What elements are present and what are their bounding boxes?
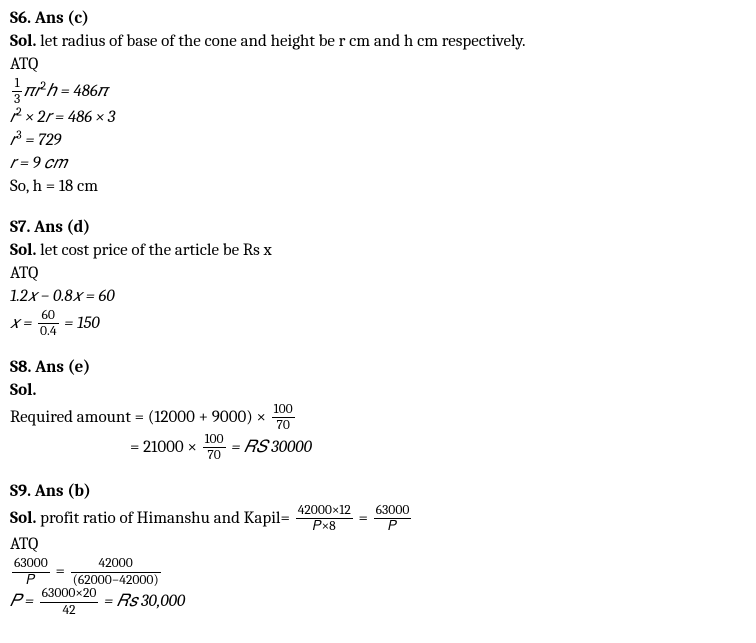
frac-num: 42000×12 — [296, 504, 353, 520]
sol-text-s9: profit ratio of Himanshu and Kapil= — [36, 509, 293, 528]
eq1-s8-lhs: Required amount = (12000 + 9000) × — [10, 408, 270, 427]
solution-s9: S9. Ans (b) Sol. profit ratio of Himansh… — [10, 481, 746, 617]
solution-s7: S7. Ans (d) Sol. let cost price of the a… — [10, 217, 746, 339]
frac-num: 63000×20 — [40, 587, 99, 603]
eq2-s6: 𝑟2 × 2𝑟 = 486 × 3 — [10, 107, 746, 130]
sol-text-s7: let cost price of the article be Rs x — [36, 241, 271, 260]
frac-s9-r1: 42000×12 𝑃×8 — [296, 504, 353, 534]
frac-den: 𝑃 — [12, 573, 50, 588]
eq2-s8-lhs: = 21000 × — [130, 438, 201, 457]
sol-label-s6: Sol. — [10, 32, 36, 51]
atq-s6: ATQ — [10, 54, 746, 77]
eq2-s7-lhs: 𝑥 = — [10, 314, 36, 333]
frac-num: 100 — [272, 403, 295, 419]
atq-s9: ATQ — [10, 534, 746, 557]
frac-num: 1 — [12, 77, 22, 93]
sol-line-s6: Sol. let radius of base of the cone and … — [10, 31, 746, 54]
s9-eq1-mid: = — [52, 562, 69, 581]
frac-den: (62000−42000) — [71, 573, 161, 588]
frac-s9-eq2: 63000×20 42 — [40, 587, 99, 617]
eq2-s6-rest: × 2𝑟 = 486 × 3 — [22, 108, 116, 127]
frac-den: 0.4 — [38, 324, 59, 339]
frac-den: 𝑃 — [374, 519, 412, 534]
frac-s8-eq1: 100 70 — [272, 403, 295, 433]
eq1-s6-pir: 𝜋𝑟 — [24, 82, 40, 101]
atq-s7: ATQ — [10, 263, 746, 286]
result-s6: So, h = 18 cm — [10, 176, 746, 199]
eq1-s6: 1 3 𝜋𝑟2ℎ = 486𝜋 — [10, 77, 746, 107]
eq1-s9: 63000 𝑃 = 42000 (62000−42000) — [10, 557, 746, 587]
frac-den: 70 — [203, 448, 226, 463]
s9-r1-eq: = — [355, 509, 372, 528]
sol-line-s9: Sol. profit ratio of Himanshu and Kapil=… — [10, 504, 746, 534]
eq1-s6-rest: ℎ = 486𝜋 — [46, 82, 108, 101]
heading-s6: S6. Ans (c) — [10, 8, 746, 31]
eq3-s6: 𝑟3 = 729 — [10, 130, 746, 153]
eq1-s7: 1.2𝑥 − 0.8𝑥 = 60 — [10, 286, 746, 309]
frac-num: 100 — [203, 433, 226, 449]
heading-s8: S8. Ans (e) — [10, 357, 746, 380]
eq2-s7-rhs: = 150 — [61, 314, 100, 333]
sol-label-s7: Sol. — [10, 241, 36, 260]
sol-label-s8: Sol. — [10, 380, 746, 403]
frac-num: 42000 — [71, 557, 161, 573]
solution-s8: S8. Ans (e) Sol. Required amount = (1200… — [10, 357, 746, 463]
heading-s9: S9. Ans (b) — [10, 481, 746, 504]
frac-s6-eq1: 1 3 — [12, 77, 22, 107]
sol-line-s7: Sol. let cost price of the article be Rs… — [10, 240, 746, 263]
frac-den: 70 — [272, 418, 295, 433]
frac-s9-eq1-rhs: 42000 (62000−42000) — [71, 557, 161, 587]
frac-num: 63000 — [374, 504, 412, 520]
eq2-s9-rhs: = 𝑅𝑠 30,000 — [100, 592, 185, 611]
eq2-s9-lhs: 𝑃 = — [10, 592, 38, 611]
heading-s7: S7. Ans (d) — [10, 217, 746, 240]
frac-s9-r2: 63000 𝑃 — [374, 504, 412, 534]
frac-den: 𝑃×8 — [296, 519, 353, 534]
eq2-s9: 𝑃 = 63000×20 42 = 𝑅𝑠 30,000 — [10, 587, 746, 617]
frac-s7-eq2: 60 0.4 — [38, 309, 59, 339]
sol-label-s9: Sol. — [10, 509, 36, 528]
frac-num: 60 — [38, 309, 59, 325]
eq2-s8: = 21000 × 100 70 = 𝑅𝑆 30000 — [10, 433, 746, 463]
eq3-s6-rest: = 729 — [22, 131, 62, 150]
eq2-s7: 𝑥 = 60 0.4 = 150 — [10, 309, 746, 339]
frac-num: 63000 — [12, 557, 50, 573]
frac-s9-eq1-lhs: 63000 𝑃 — [12, 557, 50, 587]
frac-den: 42 — [40, 603, 99, 618]
solution-s6: S6. Ans (c) Sol. let radius of base of t… — [10, 8, 746, 199]
frac-s8-eq2: 100 70 — [203, 433, 226, 463]
eq1-s8: Required amount = (12000 + 9000) × 100 7… — [10, 403, 746, 433]
eq4-s6: 𝑟 = 9 𝑐𝑚 — [10, 153, 746, 176]
eq2-s8-rhs: = 𝑅𝑆 30000 — [228, 438, 312, 457]
sol-text-s6: let radius of base of the cone and heigh… — [36, 32, 525, 51]
